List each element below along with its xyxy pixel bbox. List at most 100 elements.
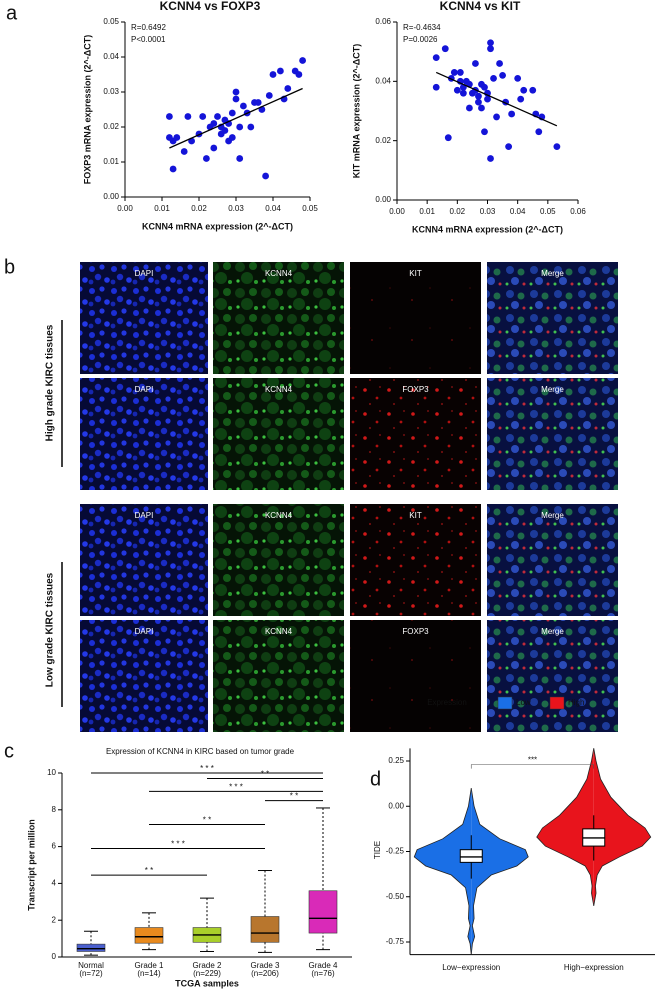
micrograph — [213, 262, 344, 374]
point — [459, 89, 467, 97]
point — [214, 113, 221, 120]
x-tick-label: 0.03 — [228, 204, 244, 213]
y-tick-label: -0.25 — [386, 847, 405, 856]
x-tick-label: 0.05 — [540, 207, 556, 216]
significance-label: * * — [145, 866, 153, 875]
point — [472, 60, 479, 67]
x-tick-label: High−expression — [564, 963, 624, 972]
micrograph-label: KCNN4 — [265, 269, 293, 278]
point — [535, 128, 543, 136]
micrograph — [80, 378, 208, 490]
x-tick-note: (n=14) — [137, 969, 161, 978]
point — [496, 60, 503, 67]
point — [221, 127, 229, 134]
y-tick-label: -0.50 — [386, 892, 405, 901]
point — [247, 123, 255, 131]
x-tick-label: Grade 1 — [135, 961, 164, 970]
x-tick-label: 0.02 — [450, 207, 466, 216]
micrograph — [350, 378, 481, 490]
legend-title: Expression — [427, 698, 467, 707]
panel-label: b — [4, 256, 15, 278]
y-tick-label: 6 — [52, 842, 57, 851]
x-tick-label: Grade 4 — [309, 961, 338, 970]
significance-label: * * — [261, 770, 269, 779]
point — [199, 113, 207, 120]
point — [432, 83, 440, 91]
y-tick-label: 2 — [52, 915, 57, 924]
point — [505, 143, 513, 151]
point — [284, 85, 292, 92]
point — [236, 155, 244, 162]
y-axis-label: TIDE — [373, 841, 382, 859]
point — [203, 155, 210, 162]
point — [228, 134, 236, 141]
violin-half — [413, 788, 472, 955]
micrograph — [213, 378, 344, 490]
box — [459, 849, 483, 863]
y-tick-label: 0.06 — [375, 17, 391, 26]
micrograph-label: KIT — [409, 511, 422, 520]
micrograph-label: Merge — [541, 385, 564, 394]
micrograph-label: DAPI — [135, 385, 154, 394]
point — [453, 86, 461, 94]
micrograph-label: KCNN4 — [265, 627, 293, 636]
significance-label: * * * — [200, 764, 214, 773]
micrograph-label: KCNN4 — [265, 385, 293, 394]
y-axis-label: Transcript per million — [26, 819, 36, 911]
y-tick-label: 0.05 — [103, 17, 119, 26]
panel-label: a — [6, 2, 18, 24]
micrograph-label: DAPI — [135, 511, 154, 520]
point — [475, 92, 482, 100]
point — [254, 99, 262, 106]
micrograph — [350, 262, 481, 374]
x-tick-label: Normal — [78, 961, 104, 970]
micrograph — [213, 504, 344, 616]
point — [210, 144, 218, 152]
point — [487, 45, 494, 53]
box — [76, 943, 106, 952]
micrograph-label: Merge — [541, 627, 564, 636]
annotation: P<0.0001 — [131, 35, 166, 44]
chart-title: Expression of KCNN4 in KIRC based on tum… — [106, 747, 295, 756]
micrograph — [80, 620, 208, 732]
point — [475, 98, 482, 106]
x-tick-label: 0.03 — [480, 207, 496, 216]
legend-label: High — [568, 698, 584, 707]
annotation: P=0.0026 — [403, 35, 438, 44]
annotation: R=-0.4634 — [403, 23, 441, 32]
micrograph — [487, 262, 618, 374]
point — [456, 69, 464, 76]
x-tick-note: (n=229) — [193, 969, 221, 978]
micrograph — [350, 504, 481, 616]
point — [232, 95, 240, 103]
box — [308, 890, 338, 934]
micrograph-label: Merge — [541, 269, 564, 278]
y-tick-label: 0.04 — [103, 52, 119, 61]
y-tick-label: 0.01 — [103, 157, 119, 166]
x-tick-note: (n=76) — [311, 969, 335, 978]
x-tick-label: 0.01 — [154, 204, 170, 213]
x-tick-label: 0.04 — [265, 204, 281, 213]
point — [180, 148, 188, 155]
y-tick-label: 0 — [52, 952, 57, 961]
micrograph — [350, 620, 481, 732]
point — [493, 113, 500, 121]
point — [277, 67, 284, 75]
point — [490, 74, 497, 82]
micrograph-label: DAPI — [135, 627, 154, 636]
y-axis-label: KIT mRNA expression (2^-ΔCT) — [351, 44, 361, 178]
x-tick-label: Low−expression — [442, 963, 500, 972]
point — [432, 54, 440, 61]
point — [529, 86, 537, 94]
y-tick-label: 0.03 — [103, 87, 119, 96]
significance-label: * * — [203, 816, 211, 825]
legend-swatch — [497, 696, 513, 710]
significance-label: * * * — [171, 840, 185, 849]
box — [250, 916, 280, 943]
group-label: Low grade KIRC tissues — [45, 572, 56, 687]
micrograph — [487, 620, 618, 732]
point — [517, 95, 525, 103]
point — [444, 134, 452, 142]
point — [487, 155, 494, 162]
